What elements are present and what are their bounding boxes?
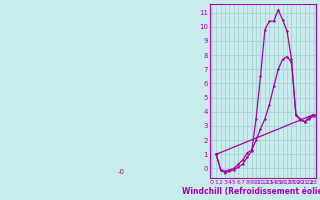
Text: -0: -0 (117, 169, 124, 175)
X-axis label: Windchill (Refroidissement éolien,°C): Windchill (Refroidissement éolien,°C) (182, 187, 320, 196)
